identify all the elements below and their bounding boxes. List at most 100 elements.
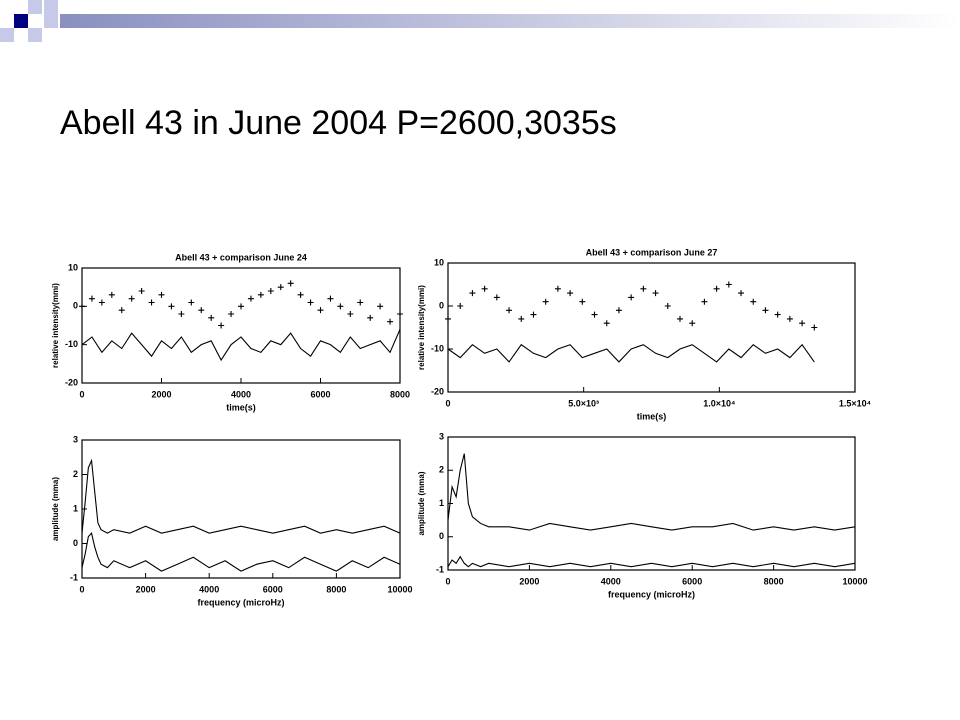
x-axis-label: frequency (microHz) bbox=[608, 589, 695, 599]
data-point bbox=[591, 311, 598, 318]
data-point bbox=[118, 307, 125, 314]
plot-frame bbox=[81, 439, 401, 579]
data-point bbox=[108, 291, 115, 298]
data-point bbox=[506, 307, 513, 314]
x-axis-label: time(s) bbox=[226, 402, 256, 412]
x-tick-label: 1.5×10⁴ bbox=[839, 398, 871, 408]
y-tick-label: 0 bbox=[73, 538, 78, 548]
data-point bbox=[762, 307, 769, 314]
y-tick-label: -20 bbox=[65, 377, 78, 387]
data-point bbox=[188, 299, 195, 306]
y-tick-label: -1 bbox=[436, 564, 444, 574]
y-tick-label: 0 bbox=[73, 301, 78, 311]
data-point bbox=[277, 284, 284, 291]
y-tick-label: -10 bbox=[431, 343, 444, 353]
x-tick-label: 4000 bbox=[231, 389, 251, 399]
y-axis-label: relative intensity(mmi) bbox=[51, 283, 60, 368]
y-axis-label: amplitude (mma) bbox=[417, 471, 426, 535]
x-tick-label: 4000 bbox=[199, 584, 219, 594]
data-point bbox=[799, 320, 806, 327]
data-point bbox=[397, 311, 403, 317]
data-point bbox=[257, 291, 264, 298]
y-tick-label: 3 bbox=[73, 434, 78, 444]
y-tick-label: 1 bbox=[439, 498, 444, 508]
data-point bbox=[481, 285, 488, 292]
y-tick-label: 2 bbox=[73, 469, 78, 479]
y-tick-label: -10 bbox=[65, 339, 78, 349]
data-point bbox=[542, 298, 549, 305]
x-tick-label: 5.0×10³ bbox=[568, 398, 599, 408]
x-tick-label: 0 bbox=[445, 576, 450, 586]
x-tick-label: 10000 bbox=[842, 576, 867, 586]
data-point bbox=[128, 295, 135, 302]
y-tick-label: 1 bbox=[73, 503, 78, 513]
data-point bbox=[79, 303, 85, 310]
x-tick-label: 0 bbox=[79, 584, 84, 594]
x-axis-label: frequency (microHz) bbox=[197, 597, 284, 607]
x-tick-label: 6000 bbox=[310, 389, 330, 399]
data-point bbox=[198, 307, 205, 314]
data-point bbox=[238, 303, 244, 310]
x-tick-label: 6000 bbox=[263, 584, 283, 594]
data-point bbox=[725, 281, 732, 288]
x-tick-label: 4000 bbox=[601, 576, 621, 586]
slide-title: Abell 43 in June 2004 P=2600,3035s bbox=[60, 104, 617, 142]
plot-frame bbox=[447, 262, 856, 393]
plot-frame bbox=[447, 436, 856, 571]
y-tick-label: -20 bbox=[431, 386, 444, 396]
data-point bbox=[337, 303, 344, 310]
y-tick-label: 3 bbox=[439, 431, 444, 441]
data-point bbox=[267, 288, 274, 294]
x-tick-label: 8000 bbox=[390, 389, 410, 399]
x-tick-label: 2000 bbox=[519, 576, 539, 586]
x-tick-label: 2000 bbox=[151, 389, 171, 399]
data-point bbox=[774, 311, 781, 318]
data-point bbox=[367, 314, 374, 321]
x-tick-label: 8000 bbox=[764, 576, 784, 586]
data-point bbox=[158, 291, 165, 298]
data-point bbox=[640, 285, 647, 292]
data-point bbox=[138, 288, 145, 294]
data-point bbox=[786, 315, 793, 322]
y-tick-label: -1 bbox=[70, 572, 78, 582]
data-point bbox=[554, 285, 561, 292]
data-line bbox=[447, 453, 856, 531]
y-axis-label: amplitude (mma) bbox=[51, 477, 60, 541]
x-axis-label: time(s) bbox=[637, 411, 667, 421]
decor-bar bbox=[60, 14, 960, 28]
data-point bbox=[307, 299, 314, 306]
x-tick-label: 10000 bbox=[387, 584, 412, 594]
data-point bbox=[652, 290, 659, 297]
decor-square bbox=[44, 0, 58, 14]
data-point bbox=[357, 299, 364, 306]
chart-title: Abell 43 + comparison June 24 bbox=[175, 252, 307, 262]
data-point bbox=[317, 307, 324, 314]
data-point bbox=[347, 311, 354, 317]
data-point bbox=[377, 303, 384, 310]
decor-square bbox=[44, 14, 58, 28]
data-point bbox=[469, 290, 476, 297]
data-point bbox=[148, 299, 155, 306]
data-point bbox=[98, 299, 105, 306]
data-point bbox=[218, 322, 225, 329]
y-tick-label: 10 bbox=[68, 262, 78, 272]
data-point bbox=[628, 294, 635, 301]
data-point bbox=[738, 290, 745, 297]
x-tick-label: 0 bbox=[445, 398, 450, 408]
data-line bbox=[81, 532, 401, 572]
data-point bbox=[579, 298, 586, 305]
data-line bbox=[447, 555, 856, 568]
data-line bbox=[81, 329, 401, 362]
y-axis-label: relative intensity(mmi) bbox=[417, 285, 426, 370]
data-point bbox=[247, 295, 254, 302]
data-point bbox=[297, 291, 304, 298]
data-point bbox=[701, 298, 708, 305]
data-point bbox=[457, 303, 464, 309]
x-tick-label: 0 bbox=[79, 389, 84, 399]
data-point bbox=[676, 315, 683, 322]
data-point bbox=[530, 311, 537, 318]
data-point bbox=[689, 320, 696, 327]
data-point bbox=[567, 290, 574, 297]
